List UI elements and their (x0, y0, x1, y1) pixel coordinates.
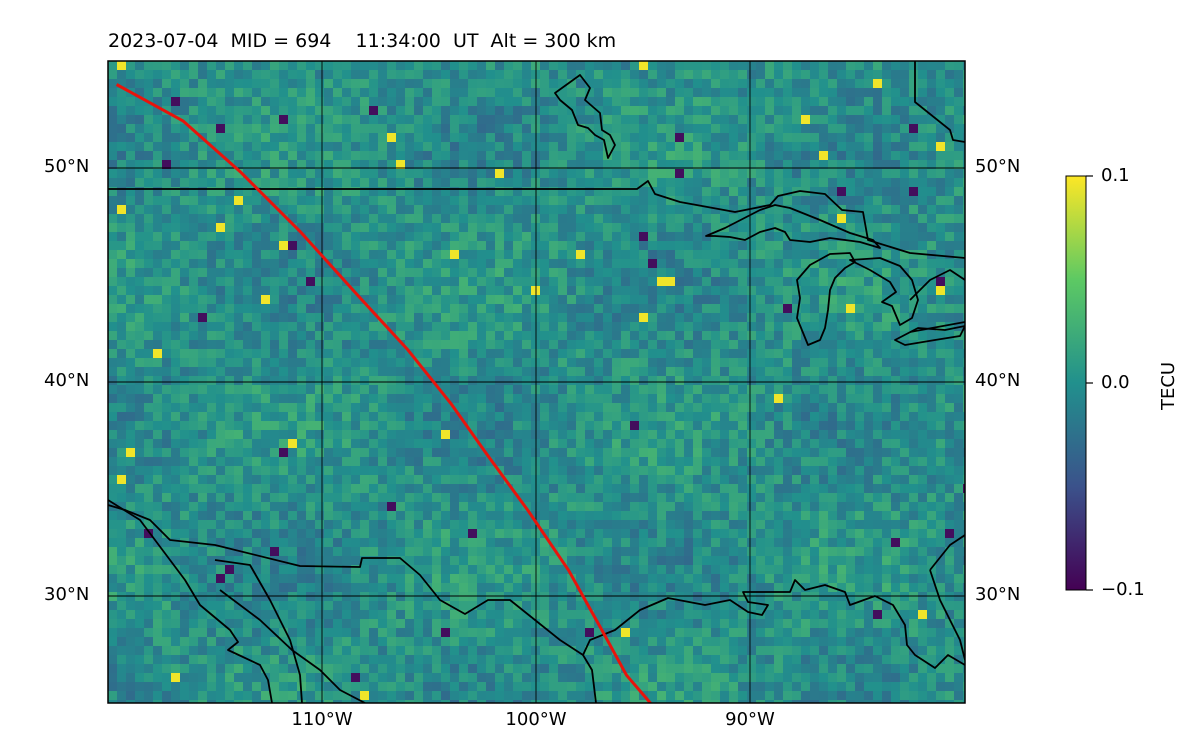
lat-label-30-right: 30°N (975, 584, 1021, 605)
colorbar-label: TECU (1158, 361, 1179, 410)
colorbar-tick-zero: 0.0 (1101, 372, 1130, 393)
lon-label-90: 90°W (725, 709, 775, 730)
colorbar-tick-min: −0.1 (1101, 579, 1145, 600)
coastlines (108, 61, 965, 703)
colorbar-gradient (1065, 175, 1087, 591)
plot-title: 2023-07-04 MID = 694 11:34:00 UT Alt = 3… (108, 30, 617, 52)
lon-label-110: 110°W (291, 709, 353, 730)
colorbar (1065, 175, 1093, 591)
lat-label-50-right: 50°N (975, 156, 1021, 177)
lon-label-100: 100°W (505, 709, 567, 730)
lat-label-50-left: 50°N (44, 156, 90, 177)
colorbar-tick-max: 0.1 (1101, 165, 1130, 186)
tec-cells (108, 61, 965, 703)
lat-label-40-right: 40°N (975, 370, 1021, 391)
lat-label-40-left: 40°N (44, 370, 90, 391)
map-frame (107, 60, 966, 704)
gridlines (108, 61, 965, 703)
lat-label-30-left: 30°N (44, 584, 90, 605)
satellite-track (115, 83, 653, 703)
